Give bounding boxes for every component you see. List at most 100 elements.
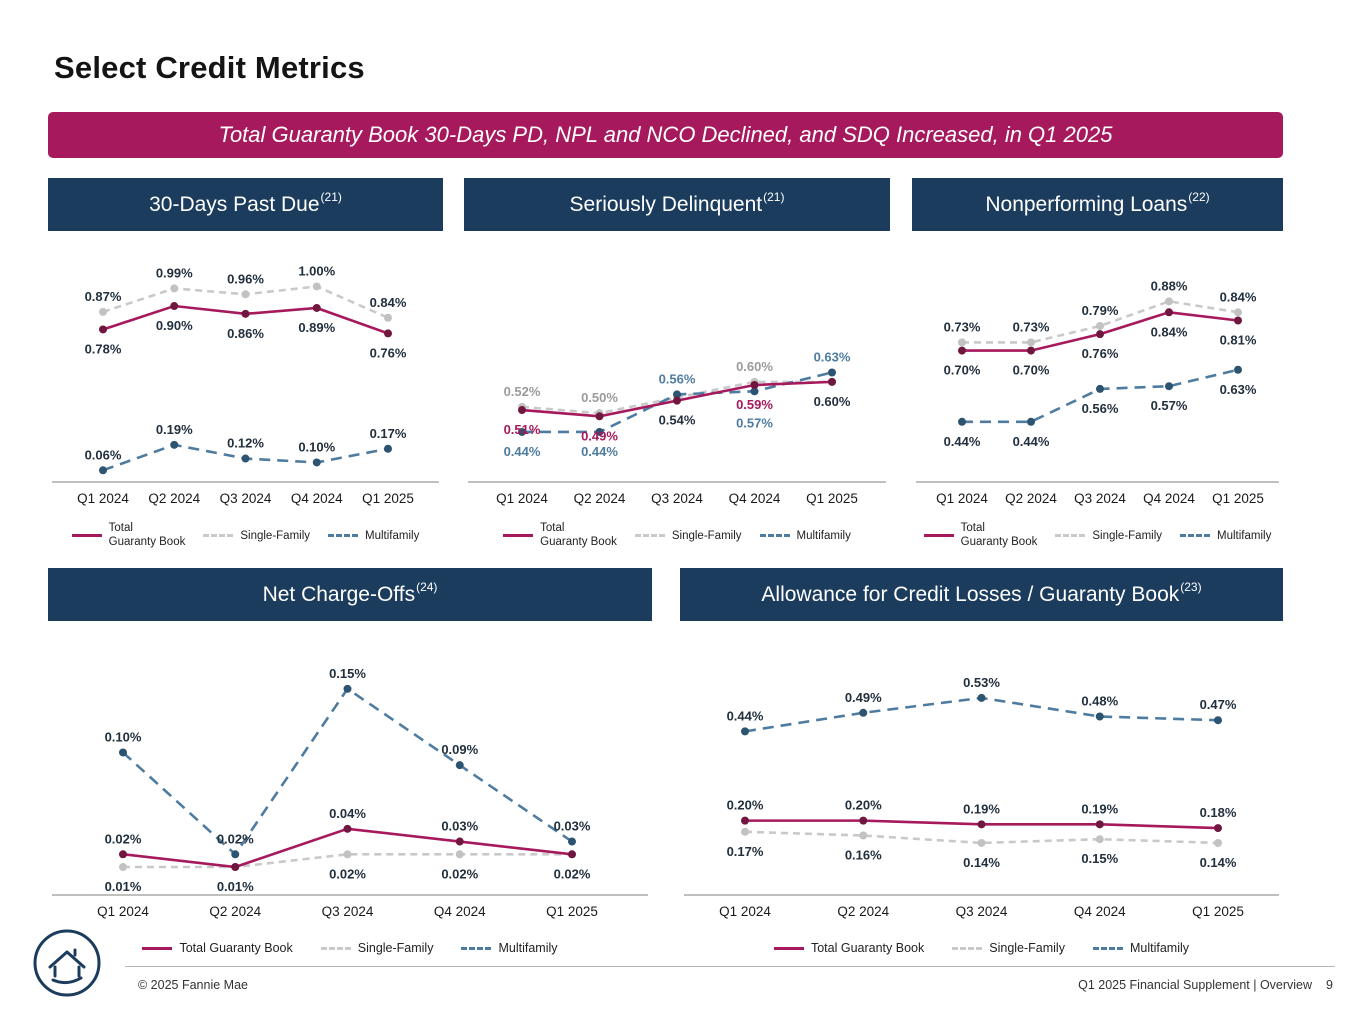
legend-item-total: Total Guaranty Book <box>142 941 293 955</box>
svg-text:0.96%: 0.96% <box>227 271 264 286</box>
legend-swatch-total <box>923 534 954 538</box>
chart-nonperforming-loans: Q1 2024 Q2 2024 Q3 2024 Q4 2024 Q1 2025 0.73%… <box>916 278 1279 506</box>
chart-title: Nonperforming Loans <box>985 192 1188 216</box>
svg-text:0.84%: 0.84% <box>1220 289 1257 304</box>
svg-text:0.16%: 0.16% <box>845 848 882 863</box>
legend-label-total-line1: Total <box>960 522 985 534</box>
legend-swatch-single-family <box>634 534 665 538</box>
svg-text:0.14%: 0.14% <box>1200 855 1237 870</box>
svg-text:0.90%: 0.90% <box>156 318 193 333</box>
svg-text:0.84%: 0.84% <box>370 295 407 310</box>
chart-title: 30-Days Past Due <box>149 192 320 216</box>
svg-text:0.54%: 0.54% <box>659 413 696 428</box>
footer-right: Q1 2025 Financial Supplement | Overview … <box>1078 978 1333 992</box>
legend-item-total: Total Guaranty Book <box>923 522 1037 550</box>
legend-item-single-family: Single-Family <box>952 941 1065 955</box>
page-number: 9 <box>1326 978 1333 992</box>
svg-text:0.02%: 0.02% <box>441 866 478 881</box>
legend-label-single-family: Single-Family <box>671 529 742 542</box>
svg-text:0.44%: 0.44% <box>504 444 541 459</box>
legend-item-total: Total Guaranty Book <box>71 522 186 550</box>
svg-text:0.01%: 0.01% <box>217 879 254 894</box>
svg-text:Q3 2024: Q3 2024 <box>956 904 1008 919</box>
legend-item-single-family: Single-Family <box>203 530 310 542</box>
svg-text:Q2 2024: Q2 2024 <box>837 904 889 919</box>
legend-item-single-family: Single-Family <box>634 529 742 542</box>
legend-swatch-multifamily <box>328 534 359 538</box>
chart-header-allowance-credit-losses: Allowance for Credit Losses / Guaranty B… <box>680 568 1283 621</box>
legend-label-total: Total Guaranty Book <box>179 941 293 955</box>
svg-text:0.02%: 0.02% <box>217 831 254 846</box>
panel-30-days-past-due: 30-Days Past Due (21) Q1 2024 Q2 2024 Q3 20… <box>48 178 443 550</box>
svg-text:Q1 2024: Q1 2024 <box>719 904 771 919</box>
footnote-ref: (22) <box>1188 189 1210 204</box>
legend-label-total: Total Guaranty Book <box>540 522 617 550</box>
svg-text:0.60%: 0.60% <box>736 359 773 374</box>
legend-swatch-multifamily <box>1180 534 1211 538</box>
svg-text:0.03%: 0.03% <box>441 819 478 834</box>
chart-seriously-delinquent: Q1 2024 Q2 2024 Q3 2024 Q4 2024 Q1 2025 0.52%… <box>468 350 886 506</box>
svg-text:Q1 2024: Q1 2024 <box>496 491 548 506</box>
svg-text:Q1 2024: Q1 2024 <box>936 491 988 506</box>
legend-30-days-past-due: Total Guaranty Book Single-Family Multifa… <box>48 522 443 550</box>
legend-item-total: Total Guaranty Book <box>773 941 925 955</box>
chart-30-days-past-due: Q1 2024 Q2 2024 Q3 2024 Q4 2024 Q1 2025 0.87%… <box>52 263 439 506</box>
svg-text:0.56%: 0.56% <box>1082 401 1119 416</box>
svg-text:0.44%: 0.44% <box>727 708 764 723</box>
svg-text:0.09%: 0.09% <box>441 742 478 757</box>
svg-text:0.15%: 0.15% <box>1081 851 1118 866</box>
chart-title: Net Charge-Offs <box>262 582 416 606</box>
svg-text:1.00%: 1.00% <box>298 263 335 278</box>
svg-text:0.04%: 0.04% <box>329 806 366 821</box>
svg-text:Q2 2024: Q2 2024 <box>574 491 626 506</box>
svg-text:Q3 2024: Q3 2024 <box>220 491 272 506</box>
svg-text:0.06%: 0.06% <box>85 447 122 462</box>
svg-text:0.49%: 0.49% <box>581 428 618 443</box>
legend-swatch-total <box>503 534 534 538</box>
svg-text:0.86%: 0.86% <box>227 326 264 341</box>
legend-swatch-total <box>773 946 804 950</box>
chart-header-seriously-delinquent: Seriously Delinquent (21) <box>464 178 890 231</box>
svg-text:0.63%: 0.63% <box>814 350 851 365</box>
svg-text:0.17%: 0.17% <box>370 426 407 441</box>
legend-label-single-family: Single-Family <box>1092 529 1163 542</box>
svg-text:0.02%: 0.02% <box>554 866 591 881</box>
svg-text:0.89%: 0.89% <box>298 320 335 335</box>
svg-text:Q1 2025: Q1 2025 <box>1192 904 1244 919</box>
fannie-mae-logo <box>33 929 101 997</box>
legend-allowance-credit-losses: Total Guaranty Book Single-Family Multif… <box>680 941 1283 955</box>
svg-text:0.20%: 0.20% <box>727 798 764 813</box>
svg-text:Q3 2024: Q3 2024 <box>322 904 374 919</box>
legend-label-total: Total Guaranty Book <box>109 522 186 550</box>
svg-text:0.70%: 0.70% <box>944 363 981 378</box>
legend-item-multifamily: Multifamily <box>1092 941 1189 955</box>
svg-text:0.99%: 0.99% <box>156 265 193 280</box>
panel-net-charge-offs: Net Charge-Offs (24) Q1 2024 Q2 2024 Q3 202… <box>48 568 652 955</box>
chart-header-net-charge-offs: Net Charge-Offs (24) <box>48 568 652 621</box>
footer-copyright: © 2025 Fannie Mae <box>138 978 248 992</box>
svg-text:0.57%: 0.57% <box>1151 398 1188 413</box>
svg-text:0.19%: 0.19% <box>156 422 193 437</box>
panel-seriously-delinquent: Seriously Delinquent (21) Q1 2024 Q2 2024 Q… <box>464 178 890 550</box>
svg-text:0.78%: 0.78% <box>85 341 122 356</box>
legend-label-multifamily: Multifamily <box>365 529 420 542</box>
svg-text:0.88%: 0.88% <box>1151 278 1188 293</box>
legend-swatch-multifamily <box>461 946 492 950</box>
svg-text:Q1 2024: Q1 2024 <box>77 491 129 506</box>
svg-text:0.63%: 0.63% <box>1220 382 1257 397</box>
legend-swatch-total <box>142 946 173 950</box>
svg-text:Q1 2024: Q1 2024 <box>97 904 149 919</box>
svg-text:Q4 2024: Q4 2024 <box>1074 904 1126 919</box>
svg-text:0.60%: 0.60% <box>814 394 851 409</box>
svg-text:0.73%: 0.73% <box>1013 319 1050 334</box>
svg-text:0.52%: 0.52% <box>504 384 541 399</box>
svg-text:0.19%: 0.19% <box>1081 801 1118 816</box>
legend-item-multifamily: Multifamily <box>461 941 558 955</box>
legend-label-total: Total Guaranty Book <box>810 941 925 955</box>
chart-header-30-days-past-due: 30-Days Past Due (21) <box>48 178 443 231</box>
legend-label-single-family: Single-Family <box>989 941 1065 955</box>
panel-allowance-credit-losses: Allowance for Credit Losses / Guaranty B… <box>680 568 1283 955</box>
svg-text:0.10%: 0.10% <box>298 439 335 454</box>
svg-text:0.17%: 0.17% <box>727 844 764 859</box>
